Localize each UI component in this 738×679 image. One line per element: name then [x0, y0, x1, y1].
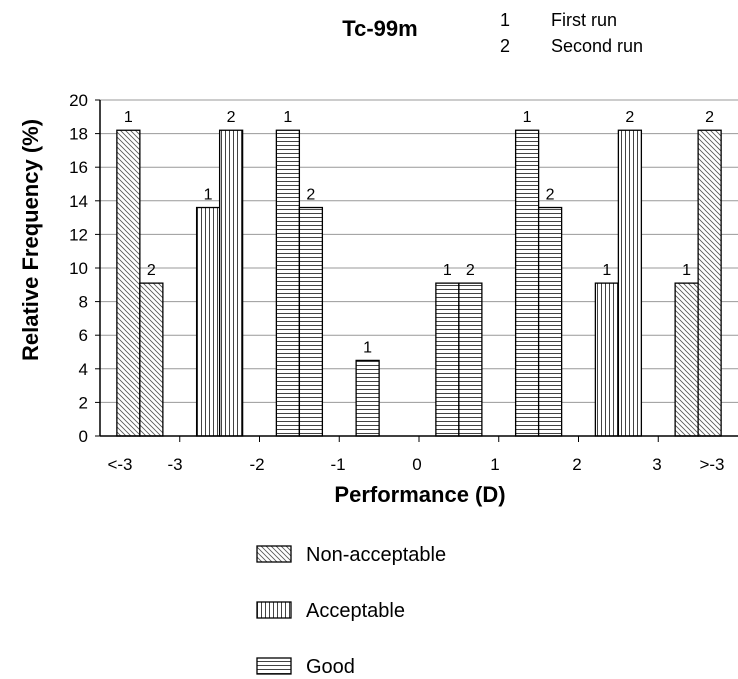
legend-swatch-good [256, 657, 292, 675]
x-axis-title: Performance (D) [334, 482, 505, 507]
bar [139, 282, 164, 437]
y-tick-label: 20 [69, 91, 88, 110]
bar-data-label: 1 [283, 109, 292, 126]
bar-data-label: 2 [705, 109, 714, 126]
bar-data-label: 2 [546, 187, 555, 204]
y-tick-label: 18 [69, 125, 88, 144]
bar [355, 359, 380, 437]
bar-data-label: 1 [204, 187, 213, 204]
bar [275, 129, 301, 437]
bar-data-label: 2 [306, 187, 315, 204]
y-tick-label: 8 [79, 293, 88, 312]
legend-label-non-acceptable: Non-acceptable [306, 544, 446, 566]
chart-title: Tc-99m [342, 16, 417, 41]
bar-data-label: 1 [124, 109, 133, 126]
x-tick-label: -1 [330, 455, 345, 474]
y-axis-title: Relative Frequency (%) [18, 119, 43, 361]
legend-label-good: Good [306, 656, 355, 678]
x-tick-label: 3 [652, 455, 661, 474]
y-tick-label: 14 [69, 192, 88, 211]
bar [116, 129, 141, 437]
bar-data-label: 2 [466, 262, 475, 279]
gridlines [100, 99, 738, 403]
bar-data-label: 1 [602, 262, 611, 279]
x-tick-label: -2 [249, 455, 264, 474]
legend-swatch-non-acceptable [256, 545, 292, 563]
legend-label-acceptable: Acceptable [306, 600, 405, 622]
bar [218, 129, 244, 437]
run-key-label: First run [551, 10, 617, 30]
bar-data-label: 1 [443, 262, 452, 279]
run-key-number: 1 [500, 10, 510, 30]
bar [514, 129, 540, 437]
bar [298, 206, 324, 437]
bar [674, 282, 699, 437]
run-key-number: 2 [500, 36, 510, 56]
bar-data-label: 1 [682, 262, 691, 279]
bar-data-label: 2 [227, 109, 236, 126]
legend: Non-acceptable Acceptable Good [256, 544, 446, 678]
bar-data-label: 2 [625, 109, 634, 126]
x-tick-label: 0 [412, 455, 421, 474]
run-key: 1 First run 2 Second run [500, 10, 643, 56]
y-tick-label: 12 [69, 225, 88, 244]
y-tick-label: 2 [79, 393, 88, 412]
bar [458, 282, 483, 437]
bar [617, 129, 643, 437]
bar [195, 206, 221, 437]
y-tick-label: 0 [79, 427, 88, 446]
x-axis-ticks: <-3 -3 -2 -1 0 1 2 3 >-3 [107, 436, 725, 474]
y-tick-label: 6 [79, 326, 88, 345]
bars [116, 129, 722, 437]
y-tick-label: 16 [69, 158, 88, 177]
bar-data-label: 2 [147, 262, 156, 279]
x-tick-label: >-3 [699, 455, 724, 474]
y-tick-label: 10 [69, 259, 88, 278]
x-tick-label: 2 [572, 455, 581, 474]
bar-data-label: 1 [363, 339, 372, 356]
legend-swatch-acceptable [256, 601, 292, 619]
x-tick-label: <-3 [107, 455, 132, 474]
run-key-label: Second run [551, 36, 643, 56]
y-tick-label: 4 [79, 360, 88, 379]
bar [697, 129, 722, 437]
bar [594, 282, 620, 437]
x-tick-label: -3 [167, 455, 182, 474]
bar [435, 282, 460, 437]
bar-data-label: 1 [523, 109, 532, 126]
bar [537, 206, 563, 437]
x-tick-label: 1 [490, 455, 499, 474]
y-axis-ticks: 0 2 4 6 8 10 12 14 16 18 20 [69, 91, 100, 446]
